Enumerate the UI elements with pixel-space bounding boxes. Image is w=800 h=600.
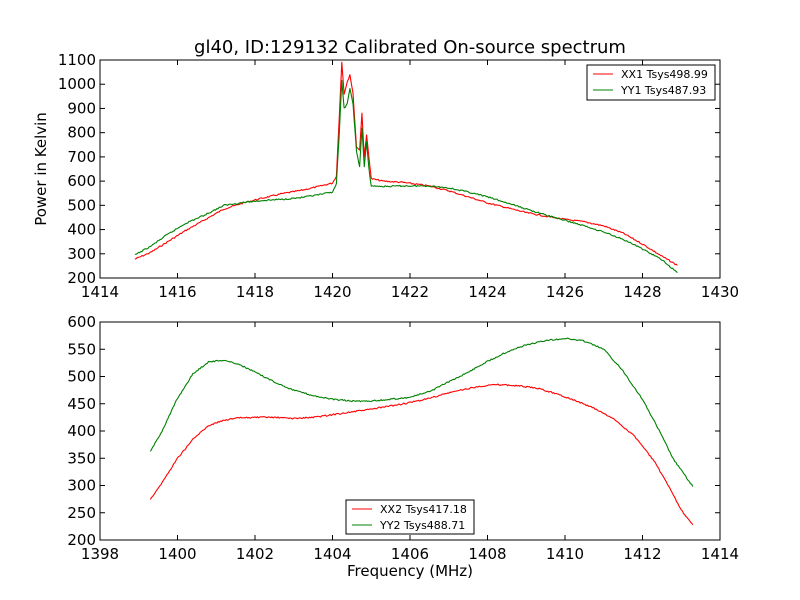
x-tick-label: 1426 (546, 283, 584, 301)
y-tick-label: 900 (67, 99, 96, 117)
y-tick-label: 600 (67, 172, 96, 190)
series-line-xx2 (149, 383, 694, 526)
x-tick-label: 1408 (468, 545, 506, 563)
top-legend-label-xx1: XX1 Tsys498.99 (621, 68, 708, 81)
x-tick-label: 1414 (81, 283, 119, 301)
bottom-legend: XX2 Tsys417.18 YY2 Tsys488.71 (345, 499, 475, 535)
top-plot-frame (99, 59, 721, 279)
y-tick-label: 200 (67, 531, 96, 549)
x-tick-label: 1400 (158, 545, 196, 563)
top-legend: XX1 Tsys498.99 YY1 Tsys487.93 (586, 64, 716, 101)
bottom-plot-frame (99, 321, 721, 541)
series-line-yy2 (149, 337, 694, 487)
x-tick-label: 1420 (313, 283, 351, 301)
x-tick-label: 1416 (158, 283, 196, 301)
x-tick-label: 1430 (701, 283, 739, 301)
x-tick-label: 1412 (623, 545, 661, 563)
series-line-xx1 (134, 61, 678, 266)
bottom-series-lines (149, 337, 694, 526)
y-tick-label: 700 (67, 148, 96, 166)
bottom-legend-box (345, 499, 475, 535)
y-tick-label: 1000 (58, 75, 96, 93)
x-tick-label: 1410 (546, 545, 584, 563)
y-tick-label: 450 (67, 395, 96, 413)
x-tick-label: 1402 (236, 545, 274, 563)
top-chart-title: gl40, ID:129132 Calibrated On-source spe… (194, 37, 626, 58)
top-axis-ticks: 1414 1416 1418 1420 1422 1424 1426 1428 1430 200 3… (58, 51, 739, 301)
x-tick-label: 1414 (701, 545, 739, 563)
y-tick-label: 400 (67, 221, 96, 239)
series-line-yy1 (134, 79, 678, 274)
y-tick-label: 200 (67, 269, 96, 287)
top-series-lines (134, 61, 678, 274)
y-tick-label: 600 (67, 313, 96, 331)
bottom-panel: Frequency (MHz) 1398 1400 1402 1404 1406 1408… (67, 313, 739, 580)
y-tick-label: 500 (67, 368, 96, 386)
top-legend-box (586, 64, 716, 101)
y-tick-label: 800 (67, 124, 96, 142)
x-tick-label: 1422 (391, 283, 429, 301)
y-tick-label: 250 (67, 504, 96, 522)
top-y-axis-label: Power in Kelvin (32, 112, 50, 226)
bottom-x-axis-label: Frequency (MHz) (347, 562, 473, 580)
x-tick-label: 1406 (391, 545, 429, 563)
y-tick-label: 550 (67, 340, 96, 358)
y-tick-label: 300 (67, 477, 96, 495)
bottom-axis-ticks: 1398 1400 1402 1404 1406 1408 1410 1412 1414 200 2… (67, 313, 739, 563)
y-tick-label: 300 (67, 245, 96, 263)
y-tick-label: 500 (67, 196, 96, 214)
top-legend-label-yy1: YY1 Tsys487.93 (620, 84, 706, 97)
x-tick-label: 1404 (313, 545, 351, 563)
x-tick-label: 1428 (623, 283, 661, 301)
x-tick-label: 1418 (236, 283, 274, 301)
y-tick-label: 400 (67, 422, 96, 440)
bottom-legend-label-xx2: XX2 Tsys417.18 (380, 503, 467, 516)
bottom-legend-label-yy2: YY2 Tsys488.71 (379, 519, 465, 532)
y-tick-label: 1100 (58, 51, 96, 69)
top-panel: gl40, ID:129132 Calibrated On-source spe… (32, 37, 739, 301)
y-tick-label: 350 (67, 449, 96, 467)
x-tick-label: 1424 (468, 283, 506, 301)
x-tick-label: 1398 (81, 545, 119, 563)
